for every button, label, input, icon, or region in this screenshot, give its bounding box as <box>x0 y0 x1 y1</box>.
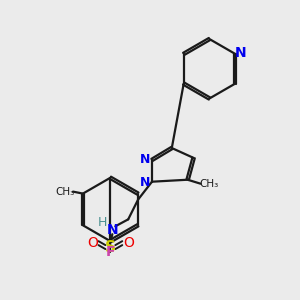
Text: O: O <box>87 236 98 250</box>
Text: O: O <box>123 236 134 250</box>
Text: F: F <box>106 245 115 259</box>
Text: CH₃: CH₃ <box>56 187 75 196</box>
Text: N: N <box>234 46 246 60</box>
Text: H: H <box>98 216 107 229</box>
Text: N: N <box>140 176 150 189</box>
Text: S: S <box>105 240 116 255</box>
Text: N: N <box>106 223 118 237</box>
Text: N: N <box>140 153 150 167</box>
Text: CH₃: CH₃ <box>200 179 219 189</box>
